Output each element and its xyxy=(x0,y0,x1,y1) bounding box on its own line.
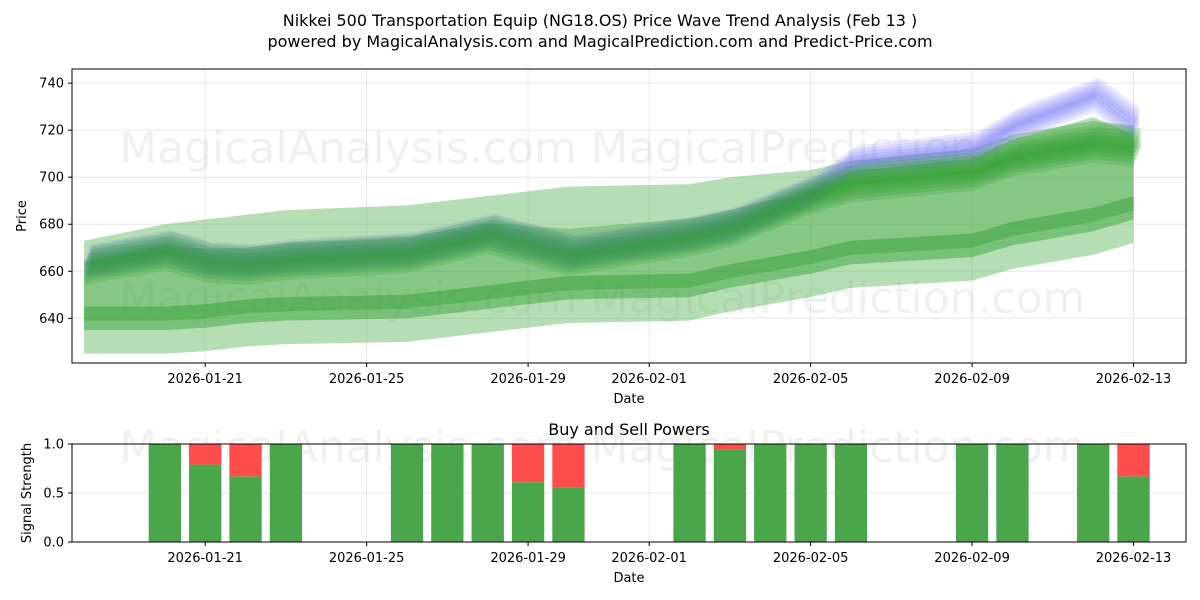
trend-ribbon xyxy=(85,137,1136,282)
watermark-text: MagicalAnalysis.com xyxy=(119,422,577,473)
x-tick-label: 2026-01-29 xyxy=(490,372,566,387)
wave-band xyxy=(84,93,1134,280)
trend-ribbon xyxy=(87,134,1137,278)
trend-ribbon xyxy=(88,130,1139,275)
sell-bar xyxy=(552,444,585,488)
x-tick-label: 2026-02-05 xyxy=(773,551,849,566)
wave-band xyxy=(90,77,1140,264)
green-band-low xyxy=(84,196,1134,331)
watermark-text: MagicalAnalysis.com xyxy=(119,123,577,174)
signal-panel: Buy and Sell PowersMagicalAnalysis.comMa… xyxy=(20,420,1187,586)
buy-bar xyxy=(834,444,868,542)
y-tick-label: 640 xyxy=(39,312,64,327)
watermark-text: MagicalAnalysis.com xyxy=(119,273,577,324)
trend-ribbon xyxy=(91,123,1142,268)
buy-bar xyxy=(1077,444,1110,542)
buy-bar xyxy=(431,444,464,542)
x-tick-label: 2026-02-13 xyxy=(1096,551,1172,566)
buy-bar xyxy=(511,482,545,542)
chart-title-line1: Nikkei 500 Transportation Equip (NG18.OS… xyxy=(283,11,918,30)
x-axis-label: Date xyxy=(613,571,644,586)
green-band-outer xyxy=(84,120,1134,354)
x-tick-label: 2026-01-29 xyxy=(490,551,566,566)
buy-bar xyxy=(552,487,585,542)
x-tick-label: 2026-02-13 xyxy=(1096,372,1172,387)
x-tick-label: 2026-02-05 xyxy=(773,372,849,387)
x-axis-label: Date xyxy=(613,392,644,407)
wave-band xyxy=(88,80,1139,267)
price-plot-frame xyxy=(71,68,1187,364)
buy-bar xyxy=(269,444,303,542)
y-tick-label: 0.0 xyxy=(43,536,64,551)
watermark-text: MagicalPrediction.com xyxy=(591,273,1086,324)
trend-ribbon xyxy=(84,141,1134,285)
buy-bar xyxy=(148,444,181,542)
buy-bar xyxy=(189,464,222,542)
buy-bar xyxy=(471,444,504,542)
x-tick-label: 2026-02-09 xyxy=(934,372,1010,387)
buy-bar xyxy=(996,444,1029,542)
y-tick-label: 720 xyxy=(39,124,64,139)
x-tick-label: 2026-01-21 xyxy=(167,551,243,566)
trend-ribbon xyxy=(90,127,1140,271)
sell-bar xyxy=(229,444,262,477)
buy-bar xyxy=(229,476,262,542)
buy-bar xyxy=(673,444,706,542)
y-tick-label: 740 xyxy=(39,77,64,92)
y-tick-label: 700 xyxy=(39,171,64,186)
buy-bar xyxy=(754,444,787,542)
chart-title-line2: powered by MagicalAnalysis.com and Magic… xyxy=(267,32,932,51)
plot-area-top xyxy=(84,77,1142,354)
watermark-text: MagicalPrediction.com xyxy=(591,123,1086,174)
x-tick-label: 2026-01-21 xyxy=(167,372,243,387)
y-axis-label: Signal Strength xyxy=(20,443,35,543)
wave-band xyxy=(85,90,1135,277)
y-tick-label: 0.5 xyxy=(43,487,64,502)
sell-bar xyxy=(511,444,545,483)
y-tick-label: 1.0 xyxy=(43,438,64,453)
x-tick-label: 2026-01-25 xyxy=(329,551,405,566)
buy-bar xyxy=(955,444,989,542)
x-tick-label: 2026-01-25 xyxy=(329,372,405,387)
buy-bar xyxy=(794,444,827,542)
x-tick-label: 2026-02-09 xyxy=(934,551,1010,566)
buy-bar xyxy=(390,444,424,542)
y-tick-label: 680 xyxy=(39,218,64,233)
buy-bar xyxy=(713,449,747,542)
sell-bar xyxy=(713,444,747,450)
x-tick-label: 2026-02-01 xyxy=(611,372,687,387)
y-axis-label: Price xyxy=(15,200,30,232)
signal-title: Buy and Sell Powers xyxy=(548,420,710,439)
wave-band xyxy=(87,83,1138,270)
sell-bar xyxy=(189,444,222,465)
x-tick-label: 2026-02-01 xyxy=(611,551,687,566)
green-band-mid xyxy=(84,117,1134,321)
buy-bar xyxy=(1117,476,1150,542)
y-tick-label: 660 xyxy=(39,265,64,280)
wave-band xyxy=(86,87,1136,273)
sell-bar xyxy=(1117,444,1150,477)
price-panel: MagicalAnalysis.com MagicalPrediction.com… xyxy=(15,68,1187,407)
